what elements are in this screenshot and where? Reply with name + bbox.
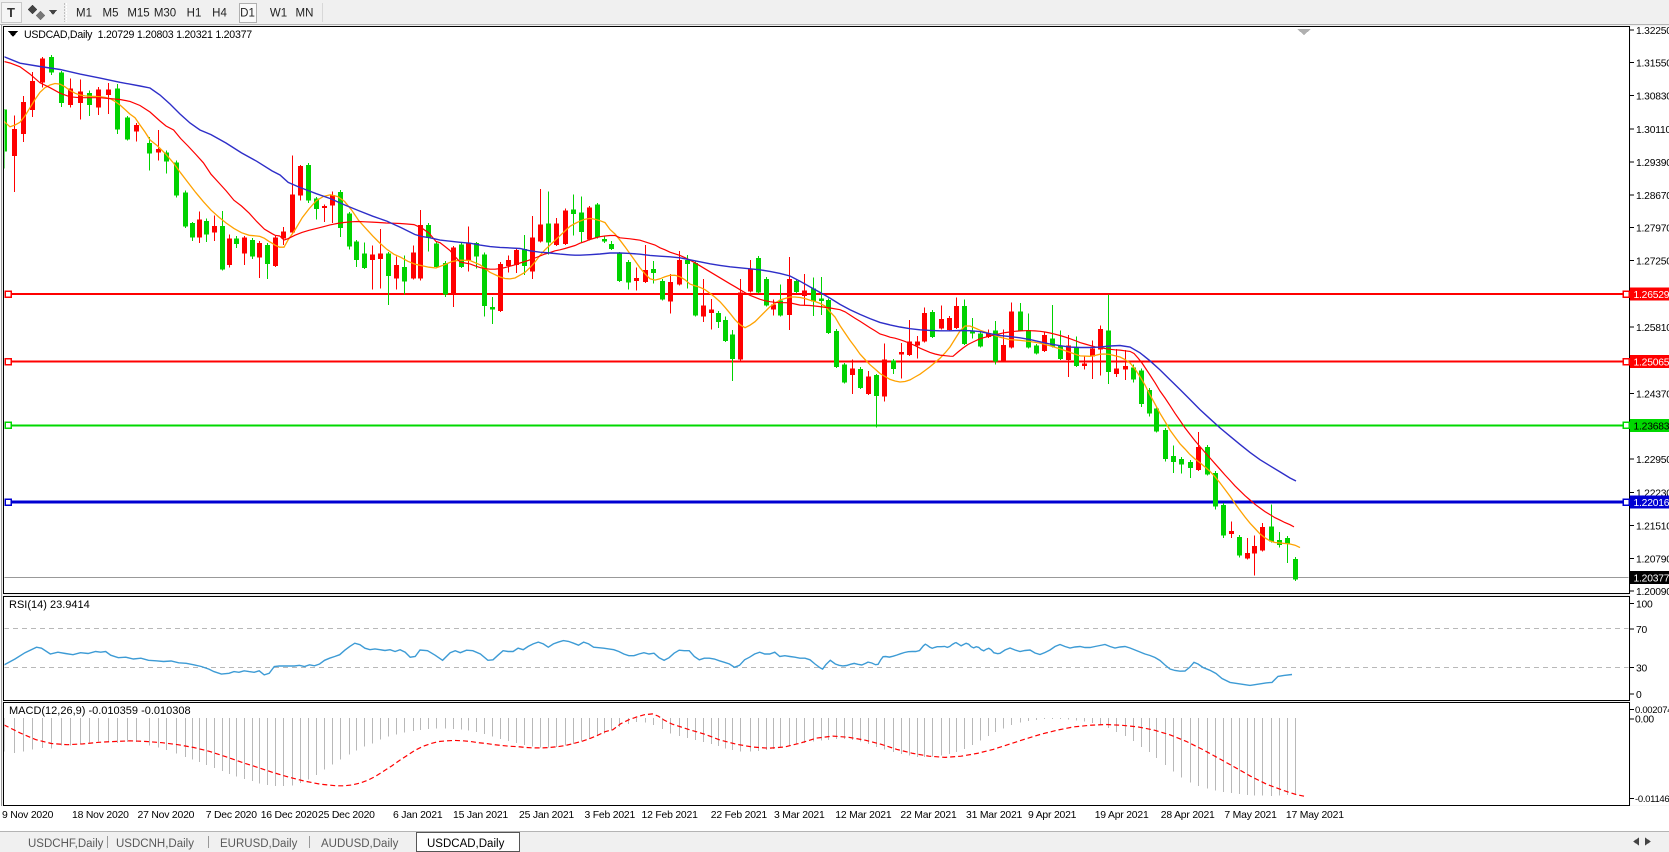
svg-text:70: 70 bbox=[1636, 625, 1648, 636]
svg-text:1.26529: 1.26529 bbox=[1634, 290, 1669, 301]
svg-text:USDCAD,Daily: USDCAD,Daily bbox=[427, 838, 505, 850]
svg-text:1.27250: 1.27250 bbox=[1636, 257, 1669, 268]
svg-text:19 Apr 2021: 19 Apr 2021 bbox=[1095, 810, 1149, 821]
svg-text:MN: MN bbox=[296, 8, 314, 20]
svg-text:M15: M15 bbox=[127, 8, 149, 20]
svg-text:RSI(14) 23.9414: RSI(14) 23.9414 bbox=[9, 599, 90, 611]
svg-text:17 May 2021: 17 May 2021 bbox=[1286, 810, 1344, 821]
svg-text:1.22016: 1.22016 bbox=[1634, 498, 1669, 509]
svg-text:30: 30 bbox=[1636, 664, 1648, 675]
svg-text:1.22230: 1.22230 bbox=[1636, 488, 1669, 499]
svg-text:27 Nov 2020: 27 Nov 2020 bbox=[138, 810, 195, 821]
svg-text:22 Mar 2021: 22 Mar 2021 bbox=[900, 810, 957, 821]
svg-text:1.30110: 1.30110 bbox=[1636, 125, 1669, 136]
svg-text:16 Dec 2020: 16 Dec 2020 bbox=[261, 810, 318, 821]
svg-text:9 Apr 2021: 9 Apr 2021 bbox=[1028, 810, 1077, 821]
svg-text:1.29390: 1.29390 bbox=[1636, 158, 1669, 169]
svg-text:M1: M1 bbox=[76, 8, 92, 20]
svg-text:M5: M5 bbox=[103, 8, 119, 20]
svg-text:1.20090: 1.20090 bbox=[1636, 587, 1669, 598]
svg-text:USDCNH,Daily: USDCNH,Daily bbox=[116, 838, 194, 850]
svg-text:W1: W1 bbox=[270, 8, 287, 20]
svg-text:100: 100 bbox=[1636, 600, 1653, 611]
svg-text:1.28670: 1.28670 bbox=[1636, 191, 1669, 202]
svg-text:25 Dec 2020: 25 Dec 2020 bbox=[318, 810, 375, 821]
svg-text:H1: H1 bbox=[187, 8, 202, 20]
svg-text:1.21510: 1.21510 bbox=[1636, 522, 1669, 533]
svg-text:18 Nov 2020: 18 Nov 2020 bbox=[72, 810, 129, 821]
svg-text:0.00: 0.00 bbox=[1635, 715, 1654, 726]
svg-text:9 Nov 2020: 9 Nov 2020 bbox=[2, 810, 54, 821]
svg-text:1.31550: 1.31550 bbox=[1636, 58, 1669, 69]
svg-text:7 May 2021: 7 May 2021 bbox=[1224, 810, 1277, 821]
svg-text:1.30830: 1.30830 bbox=[1636, 92, 1669, 103]
svg-text:1.32250: 1.32250 bbox=[1636, 26, 1669, 37]
svg-text:28 Apr 2021: 28 Apr 2021 bbox=[1161, 810, 1215, 821]
svg-text:1.20790: 1.20790 bbox=[1636, 555, 1669, 566]
svg-text:12 Mar 2021: 12 Mar 2021 bbox=[835, 810, 892, 821]
svg-text:3 Mar 2021: 3 Mar 2021 bbox=[774, 810, 825, 821]
svg-text:AUDUSD,Daily: AUDUSD,Daily bbox=[321, 838, 399, 850]
svg-text:0.002074: 0.002074 bbox=[1635, 705, 1669, 716]
svg-text:M30: M30 bbox=[154, 8, 176, 20]
svg-text:1.23683: 1.23683 bbox=[1634, 421, 1669, 432]
svg-text:T: T bbox=[7, 5, 15, 20]
svg-text:EURUSD,Daily: EURUSD,Daily bbox=[220, 838, 298, 850]
svg-text:-0.01146: -0.01146 bbox=[1635, 794, 1669, 805]
svg-text:1.25810: 1.25810 bbox=[1636, 323, 1669, 334]
svg-text:31 Mar 2021: 31 Mar 2021 bbox=[966, 810, 1023, 821]
svg-text:MACD(12,26,9) -0.010359 -0.010: MACD(12,26,9) -0.010359 -0.010308 bbox=[9, 705, 191, 717]
svg-text:22 Feb 2021: 22 Feb 2021 bbox=[711, 810, 768, 821]
svg-text:6 Jan 2021: 6 Jan 2021 bbox=[393, 810, 443, 821]
svg-text:1.27970: 1.27970 bbox=[1636, 224, 1669, 235]
svg-text:25 Jan 2021: 25 Jan 2021 bbox=[519, 810, 574, 821]
svg-text:3 Feb 2021: 3 Feb 2021 bbox=[585, 810, 636, 821]
svg-text:USDCAD,Daily 1.20729 1.20803: USDCAD,Daily 1.20729 1.20803 1.20321 1.2… bbox=[24, 29, 252, 41]
svg-text:7 Dec 2020: 7 Dec 2020 bbox=[206, 810, 258, 821]
svg-text:0: 0 bbox=[1636, 690, 1642, 701]
svg-text:1.20377: 1.20377 bbox=[1634, 574, 1669, 585]
svg-text:D1: D1 bbox=[240, 8, 255, 20]
svg-text:USDCHF,Daily: USDCHF,Daily bbox=[28, 838, 104, 850]
svg-text:1.24370: 1.24370 bbox=[1636, 390, 1669, 401]
svg-text:15 Jan 2021: 15 Jan 2021 bbox=[453, 810, 508, 821]
svg-text:H4: H4 bbox=[212, 8, 227, 20]
svg-text:1.25065: 1.25065 bbox=[1634, 358, 1669, 369]
svg-text:12 Feb 2021: 12 Feb 2021 bbox=[642, 810, 699, 821]
svg-text:1.22950: 1.22950 bbox=[1636, 455, 1669, 466]
